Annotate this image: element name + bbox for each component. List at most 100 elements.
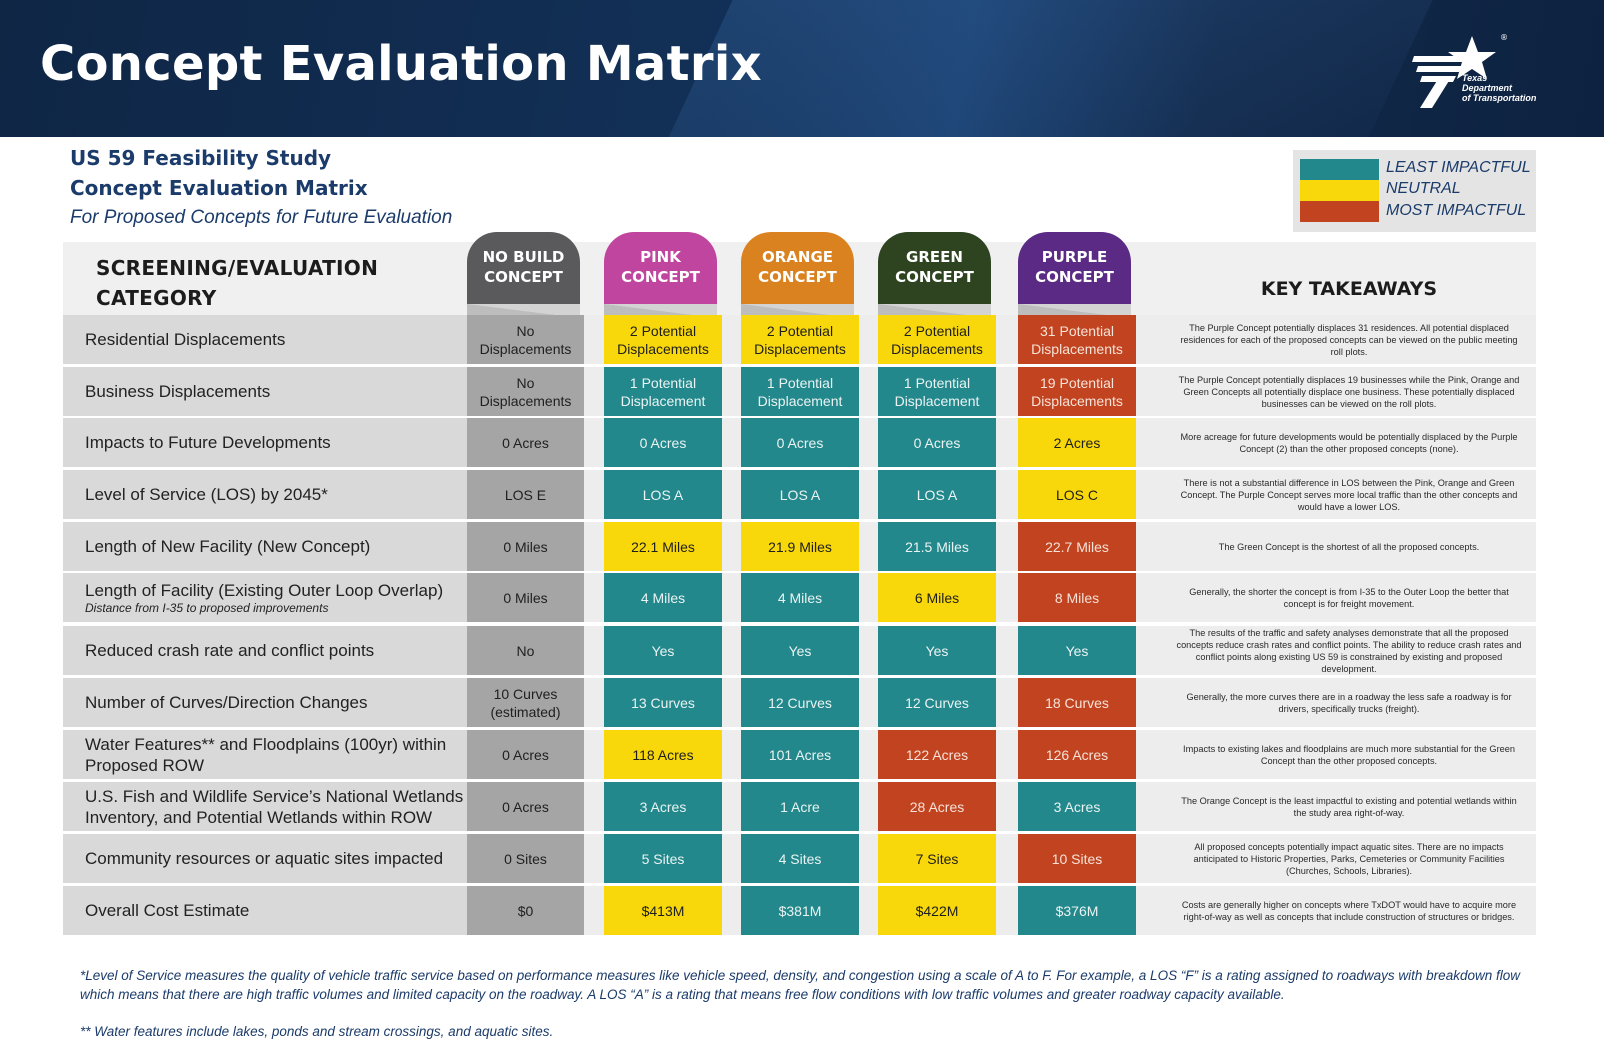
- key-takeaway: The Purple Concept potentially displaces…: [1162, 367, 1536, 416]
- concept-label: PINK CONCEPT: [604, 232, 717, 304]
- tab-fold: [467, 304, 580, 318]
- value-cell: 0 Acres: [604, 418, 722, 467]
- value-cell: Yes: [878, 626, 996, 675]
- value-cell: 1 Potential Displacement: [604, 367, 722, 416]
- value-cell: 101 Acres: [741, 730, 859, 779]
- category-label: Level of Service (LOS) by 2045*: [85, 485, 328, 504]
- category-cell: [63, 315, 472, 364]
- concept-label: ORANGE CONCEPT: [741, 232, 854, 304]
- footnote-los: *Level of Service measures the quality o…: [80, 968, 1520, 1002]
- value-cell: 10 Sites: [1018, 834, 1136, 883]
- tab-fold: [878, 304, 991, 318]
- value-cell: 8 Miles: [1018, 573, 1136, 622]
- value-cell: $413M: [604, 886, 722, 935]
- value-cell: LOS C: [1018, 470, 1136, 519]
- category-cell: [63, 730, 472, 779]
- value-cell: 12 Curves: [741, 678, 859, 727]
- value-cell: 3 Acres: [1018, 782, 1136, 831]
- category-label: U.S. Fish and Wildlife Service’s Nationa…: [85, 786, 464, 827]
- category-cell: [63, 886, 472, 935]
- key-takeaway: More acreage for future developments wou…: [1162, 418, 1536, 467]
- value-cell: 2 Potential Displacements: [741, 315, 859, 364]
- value-cell: 0 Acres: [467, 782, 584, 831]
- value-cell: 122 Acres: [878, 730, 996, 779]
- value-cell: 1 Potential Displacement: [741, 367, 859, 416]
- value-cell: 118 Acres: [604, 730, 722, 779]
- category-label: Length of Facility (Existing Outer Loop …: [85, 581, 444, 615]
- category-note: Distance from I-35 to proposed improveme…: [85, 601, 329, 615]
- category-label: Impacts to Future Developments: [85, 433, 331, 452]
- value-cell: 10 Curves (estimated): [467, 678, 584, 727]
- category-label: Overall Cost Estimate: [85, 901, 250, 920]
- category-label: Reduced crash rate and conflict points: [85, 641, 375, 660]
- category-cell: [63, 522, 472, 571]
- category-column-header: SCREENING/EVALUATION CATEGORY: [96, 256, 379, 310]
- value-cell: 126 Acres: [1018, 730, 1136, 779]
- value-cell: Yes: [604, 626, 722, 675]
- category-label: Water Features** and Floodplains (100yr)…: [85, 734, 447, 775]
- matrix-title: Concept Evaluation Matrix: [70, 176, 368, 200]
- txdot-logo-icon: ®: [1412, 33, 1508, 108]
- key-takeaway: Generally, the more curves there are in …: [1162, 678, 1536, 727]
- value-cell: 18 Curves: [1018, 678, 1136, 727]
- key-takeaway: The Orange Concept is the least impactfu…: [1162, 782, 1536, 831]
- tab-orange-concept: ORANGE CONCEPT: [741, 232, 854, 318]
- legend-swatch-neutral: [1300, 180, 1379, 201]
- value-cell: 2 Potential Displacements: [878, 315, 996, 364]
- value-cell: 1 Acre: [741, 782, 859, 831]
- value-cell: 28 Acres: [878, 782, 996, 831]
- key-takeaways-header: KEY TAKEAWAYS: [1260, 278, 1438, 300]
- legend: LEAST IMPACTFUL NEUTRAL MOST IMPACTFUL: [1293, 150, 1536, 232]
- tab-green-concept: GREEN CONCEPT: [878, 232, 991, 318]
- value-cell: Yes: [1018, 626, 1136, 675]
- key-takeaway: All proposed concepts potentially impact…: [1162, 834, 1536, 883]
- category-cell: [63, 678, 472, 727]
- value-cell: 0 Sites: [467, 834, 584, 883]
- value-cell: 2 Acres: [1018, 418, 1136, 467]
- value-cell: 0 Acres: [878, 418, 996, 467]
- logo-text: Texas Department of Transportation: [1462, 73, 1537, 103]
- value-cell: 4 Miles: [604, 573, 722, 622]
- category-cell: [63, 834, 472, 883]
- legend-label-neutral: NEUTRAL: [1386, 180, 1461, 197]
- value-cell: 5 Sites: [604, 834, 722, 883]
- value-cell: 0 Miles: [467, 573, 584, 622]
- value-cell: 0 Miles: [467, 522, 584, 571]
- legend-swatch-least: [1300, 159, 1379, 180]
- value-cell: 4 Miles: [741, 573, 859, 622]
- value-cell: 21.9 Miles: [741, 522, 859, 571]
- legend-label-most: MOST IMPACTFUL: [1386, 202, 1527, 219]
- category-cell: [63, 418, 472, 467]
- value-cell: No: [467, 626, 584, 675]
- value-cell: $422M: [878, 886, 996, 935]
- tab-fold: [604, 304, 717, 318]
- value-cell: 12 Curves: [878, 678, 996, 727]
- value-cell: 21.5 Miles: [878, 522, 996, 571]
- key-takeaway: The results of the traffic and safety an…: [1162, 626, 1536, 675]
- value-cell: $381M: [741, 886, 859, 935]
- category-label: Length of New Facility (New Concept): [85, 537, 371, 556]
- category-cell: [63, 573, 472, 622]
- value-cell: LOS A: [878, 470, 996, 519]
- value-cell: 22.7 Miles: [1018, 522, 1136, 571]
- value-cell: LOS A: [604, 470, 722, 519]
- key-takeaway: Impacts to existing lakes and floodplain…: [1162, 730, 1536, 779]
- value-cell: LOS A: [741, 470, 859, 519]
- tab-no-build-concept: NO BUILD CONCEPT: [467, 232, 580, 318]
- value-cell: 13 Curves: [604, 678, 722, 727]
- category-cell: [63, 626, 472, 675]
- value-cell: 1 Potential Displacement: [878, 367, 996, 416]
- value-cell: 19 Potential Displacements: [1018, 367, 1136, 416]
- category-cell: [63, 470, 472, 519]
- category-label: Community resources or aquatic sites imp…: [85, 849, 444, 868]
- header-banner: Concept Evaluation Matrix ® Texas Depart…: [0, 0, 1604, 137]
- matrix-subtitle: For Proposed Concepts for Future Evaluat…: [70, 207, 453, 228]
- key-takeaway: There is not a substantial difference in…: [1162, 470, 1536, 519]
- key-takeaway: The Green Concept is the shortest of all…: [1162, 522, 1536, 571]
- value-cell: 3 Acres: [604, 782, 722, 831]
- concept-label: PURPLE CONCEPT: [1018, 232, 1131, 304]
- tab-pink-concept: PINK CONCEPT: [604, 232, 717, 318]
- value-cell: 0 Acres: [467, 730, 584, 779]
- tab-purple-concept: PURPLE CONCEPT: [1018, 232, 1131, 318]
- value-cell: 0 Acres: [467, 418, 584, 467]
